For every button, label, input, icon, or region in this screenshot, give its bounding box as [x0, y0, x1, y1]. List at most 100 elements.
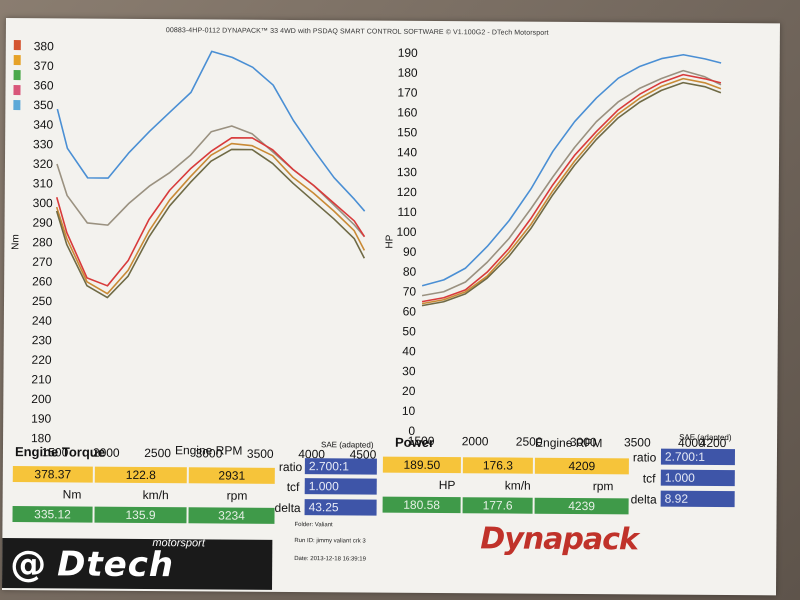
dtech-logo: motorsport @ Dtech	[2, 537, 273, 590]
power-ytick-50: 50	[402, 324, 416, 338]
torque-chart: 180 190 200 210 220 230 240 250 260 270 280 290 300 3…	[10, 39, 377, 461]
power-xtick-2500: 2500	[516, 435, 543, 449]
power-ytick-40: 40	[402, 344, 416, 358]
torque-ytick-300: 300	[33, 196, 53, 210]
power-ytick-150: 150	[397, 125, 417, 139]
dyno-sheet: 00883-4HP-0112 DYNAPACK™ 33 4WD with PSD…	[2, 18, 780, 596]
torque-ytick-320: 320	[33, 157, 53, 171]
power-delta-value: 8.92	[660, 490, 735, 508]
power-unit-2: km/h	[504, 478, 531, 493]
run-id-text: Run ID: jimmy valiant crk 3	[294, 538, 366, 545]
power-tcf-value: 1.000	[660, 469, 735, 487]
torque-xtick-1500: 1500	[42, 445, 69, 459]
power-ytick-120: 120	[397, 185, 417, 199]
folder-text: Folder: Valiant	[294, 522, 333, 529]
power-xtick-2000: 2000	[462, 434, 489, 448]
torque-series-1	[56, 50, 366, 212]
torque-ytick-230: 230	[32, 333, 52, 347]
torque-series-5	[55, 148, 366, 299]
torque-tcf-label: tcf	[286, 479, 300, 495]
torque-unit-1: Nm	[62, 487, 82, 502]
torque-ytick-350: 350	[33, 98, 53, 112]
power-ytick-70: 70	[403, 285, 417, 299]
power-xtick-1500: 1500	[408, 434, 435, 448]
power-xtick-3500: 3500	[624, 435, 651, 449]
power-ytick-90: 90	[403, 245, 417, 259]
torque-xtick-3500: 3500	[247, 447, 274, 461]
torque-ytick-210: 210	[31, 372, 51, 386]
dtech-logo-name: Dtech	[57, 544, 175, 586]
power-ytick-110: 110	[397, 205, 417, 219]
power-ytick-20: 20	[402, 384, 416, 398]
dynapack-logo-text: Dynapack	[480, 521, 639, 558]
date-text: Date: 2013-12-18 16:39:19	[294, 556, 366, 563]
torque-ytick-360: 360	[33, 78, 53, 92]
power-top-2: 176.3	[462, 457, 533, 474]
torque-unit-3: rpm	[226, 488, 248, 503]
torque-ytick-380: 380	[34, 39, 54, 53]
torque-top-2: 122.8	[94, 466, 187, 484]
torque-ytick-190: 190	[31, 412, 51, 426]
power-xtick-4200: 4200	[700, 436, 727, 450]
power-ytick-100: 100	[396, 225, 416, 239]
power-ytick-80: 80	[403, 265, 417, 279]
power-ytick-130: 130	[397, 165, 417, 179]
torque-ytick-310: 310	[33, 176, 53, 190]
torque-sae-label: SAE (adapted)	[320, 440, 374, 450]
torque-ytick-260: 260	[32, 274, 52, 288]
power-ytick-10: 10	[402, 404, 416, 418]
torque-ratio-label: ratio	[278, 459, 303, 475]
torque-bottom-3: 3234	[188, 507, 275, 524]
power-bottom-1: 180.58	[382, 496, 461, 514]
power-sae-label: SAE (adapted)	[679, 432, 732, 443]
torque-unit-2: km/h	[142, 487, 169, 503]
torque-ytick-340: 340	[33, 118, 53, 132]
power-series-5	[421, 81, 722, 307]
power-chart: 0 10 20 30 40 50 60 70 80 90 100 110 120 130 140 150 160…	[384, 46, 727, 450]
torque-series-3	[55, 136, 366, 287]
power-series-1	[421, 53, 722, 287]
power-top-1: 189.50	[382, 456, 461, 474]
torque-xtick-3000: 3000	[196, 446, 223, 460]
torque-ytick-220: 220	[32, 353, 52, 367]
power-ytick-170: 170	[397, 86, 417, 100]
torque-ytick-280: 280	[32, 235, 52, 249]
power-unit-3: rpm	[592, 479, 614, 494]
power-ytick-60: 60	[403, 304, 417, 318]
torque-title: Engine Torque	[14, 444, 106, 460]
torque-xtick-2000: 2000	[93, 446, 120, 460]
power-top-3: 4209	[534, 457, 629, 475]
power-ytick-180: 180	[398, 66, 418, 80]
torque-ytick-370: 370	[34, 59, 54, 73]
power-series-3	[421, 73, 722, 303]
torque-xtick-4500: 4500	[350, 447, 377, 460]
power-ytick-0: 0	[408, 424, 415, 438]
power-series-4	[421, 77, 722, 305]
torque-top-3: 2931	[188, 467, 275, 484]
power-ylabel: HP	[384, 234, 395, 248]
torque-bottom-1: 335.12	[12, 506, 93, 523]
power-ratio-label: ratio	[632, 450, 657, 465]
torque-delta-value: 43.25	[304, 499, 377, 516]
power-series-2	[421, 69, 722, 297]
torque-tcf-value: 1.000	[304, 478, 377, 495]
torque-ytick-290: 290	[32, 216, 52, 230]
power-ytick-190: 190	[398, 46, 418, 60]
torque-ylabel: Nm	[10, 234, 21, 250]
torque-ytick-240: 240	[32, 314, 52, 328]
torque-xtick-2500: 2500	[144, 446, 171, 460]
torque-ytick-270: 270	[32, 255, 52, 269]
power-xtick-3000: 3000	[570, 435, 597, 449]
power-tcf-label: tcf	[642, 471, 656, 486]
power-ytick-160: 160	[397, 105, 417, 119]
torque-rpm-label: Engine RPM	[174, 443, 243, 458]
power-unit-1: HP	[438, 478, 456, 493]
torque-ytick-250: 250	[32, 294, 52, 308]
dtech-at-icon: @	[10, 544, 47, 586]
torque-series-2	[56, 125, 366, 238]
torque-ytick-200: 200	[31, 392, 51, 406]
power-title: Power	[394, 434, 435, 450]
torque-top-1: 378.37	[12, 466, 93, 483]
power-bottom-2: 177.6	[462, 497, 533, 514]
